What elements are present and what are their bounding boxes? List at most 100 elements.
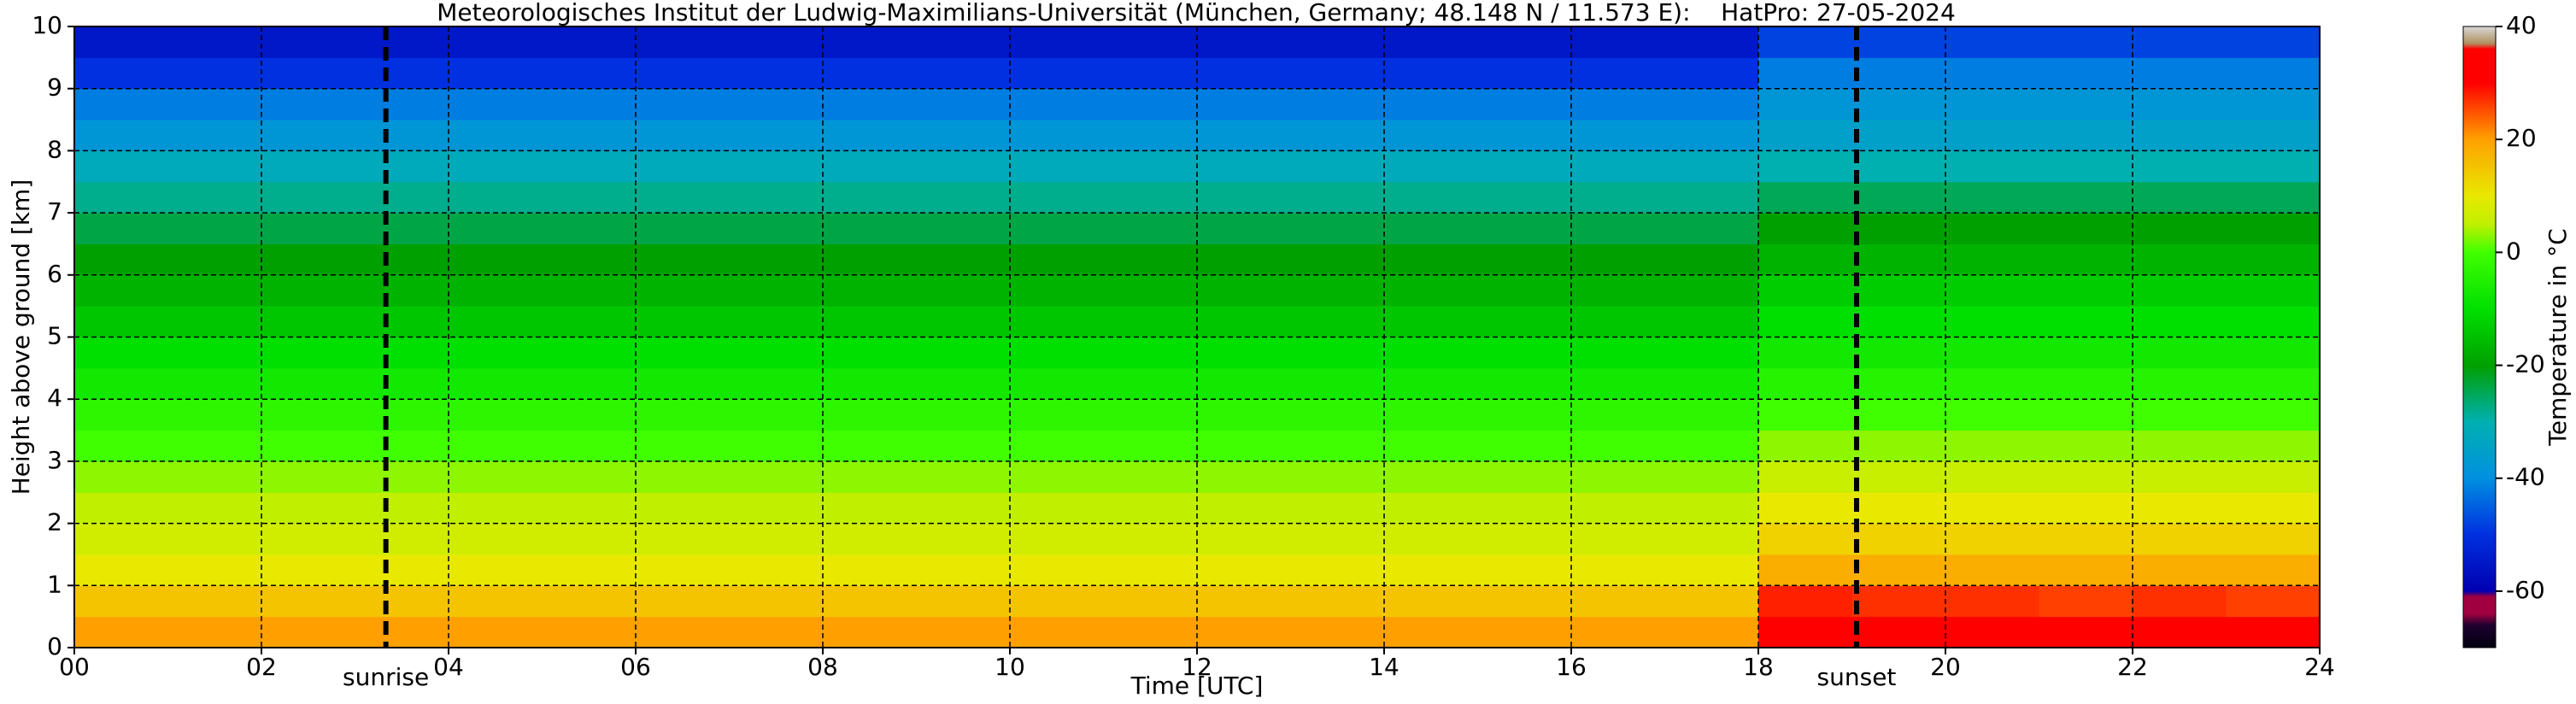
heat-cell xyxy=(1571,274,1665,307)
heat-cell xyxy=(2039,367,2133,400)
heat-cell xyxy=(1290,492,1385,525)
heat-cell xyxy=(1477,57,1572,90)
heat-cell xyxy=(1197,430,1291,462)
heat-cell xyxy=(167,181,262,214)
heat-cell xyxy=(1851,88,1946,120)
heat-cell xyxy=(74,213,168,244)
heat-cell xyxy=(167,616,262,648)
x-tick-label: 12 xyxy=(1182,653,1212,681)
heat-cell xyxy=(1197,306,1291,337)
heat-cell xyxy=(823,213,917,244)
colorbar-tick-label: 0 xyxy=(2506,237,2521,265)
heat-cell xyxy=(261,523,355,555)
heat-cell xyxy=(1010,492,1104,525)
heat-cell xyxy=(1477,243,1572,276)
heat-cell xyxy=(2039,274,2133,307)
heat-cell xyxy=(167,150,262,183)
heat-cell xyxy=(355,461,449,493)
heat-cell xyxy=(2039,523,2133,555)
heat-cell xyxy=(1477,367,1572,400)
heat-cell xyxy=(916,616,1011,648)
heat-cell xyxy=(261,243,355,276)
y-tick-label: 9 xyxy=(47,73,62,102)
heat-cell xyxy=(261,57,355,90)
heat-cell xyxy=(1664,399,1759,431)
heat-cell xyxy=(74,585,168,618)
heat-cell xyxy=(636,337,730,369)
heat-cell xyxy=(2133,461,2227,493)
heat-cell xyxy=(261,399,355,431)
heat-cell xyxy=(2226,306,2321,337)
heat-cell xyxy=(1945,57,2039,90)
heat-cell xyxy=(1197,243,1291,276)
heat-cell xyxy=(542,120,637,151)
heat-cell xyxy=(1851,181,1946,214)
heat-cell xyxy=(542,399,637,431)
heat-cell xyxy=(636,585,730,618)
heat-cell xyxy=(1477,585,1572,618)
heat-cell xyxy=(167,554,262,586)
heat-cell xyxy=(2039,26,2133,58)
y-tick-label: 8 xyxy=(47,135,62,163)
heat-cell xyxy=(2039,461,2133,493)
heat-cell xyxy=(1290,616,1385,648)
heat-cell xyxy=(1758,337,1852,369)
heat-cell xyxy=(1664,523,1759,555)
heat-cell xyxy=(542,88,637,120)
x-tick-label: 16 xyxy=(1556,653,1587,681)
heat-cell xyxy=(355,120,449,151)
heat-cell xyxy=(1103,120,1198,151)
heat-cell xyxy=(542,26,637,58)
heat-cell xyxy=(2226,399,2321,431)
heat-cell xyxy=(1758,243,1852,276)
heat-cell xyxy=(1851,616,1946,648)
heat-cell xyxy=(1010,523,1104,555)
heat-cell xyxy=(1664,430,1759,462)
heat-cell xyxy=(1197,367,1291,400)
heat-cell xyxy=(1851,430,1946,462)
heat-cell xyxy=(449,181,543,214)
heat-cell xyxy=(1851,243,1946,276)
heat-cell xyxy=(261,461,355,493)
heat-cell xyxy=(2133,616,2227,648)
heat-cell xyxy=(1945,26,2039,58)
heat-cell xyxy=(261,88,355,120)
heat-cell xyxy=(1384,88,1478,120)
heat-cell xyxy=(2039,616,2133,648)
heat-cell xyxy=(1103,337,1198,369)
heat-cell xyxy=(542,243,637,276)
heat-cell xyxy=(542,430,637,462)
heat-cell xyxy=(1197,492,1291,525)
heat-cell xyxy=(1290,461,1385,493)
heat-cell xyxy=(2133,523,2227,555)
heat-cell xyxy=(2133,243,2227,276)
heat-cell xyxy=(2226,585,2321,618)
heat-cell xyxy=(729,554,824,586)
heat-cell xyxy=(1664,213,1759,244)
heat-cell xyxy=(74,274,168,307)
heat-cell xyxy=(1384,461,1478,493)
heat-cell xyxy=(916,399,1011,431)
heat-cell xyxy=(1290,585,1385,618)
heat-cell xyxy=(1851,461,1946,493)
heat-cell xyxy=(1010,367,1104,400)
heat-cell xyxy=(2039,150,2133,183)
heat-cell xyxy=(729,57,824,90)
heat-cell xyxy=(823,88,917,120)
heat-cell xyxy=(355,57,449,90)
heat-cell xyxy=(74,337,168,369)
heat-cell xyxy=(729,367,824,400)
heat-cell xyxy=(2039,306,2133,337)
heat-cell xyxy=(1945,337,2039,369)
heat-cell xyxy=(449,57,543,90)
y-tick-label: 7 xyxy=(47,197,62,226)
heat-cell xyxy=(167,306,262,337)
heat-cell xyxy=(1010,616,1104,648)
heat-cell xyxy=(1010,243,1104,276)
heat-cell xyxy=(1103,461,1198,493)
heat-cell xyxy=(261,554,355,586)
heat-cell xyxy=(823,492,917,525)
heat-cell xyxy=(355,585,449,618)
heat-cell xyxy=(1103,523,1198,555)
heat-cell xyxy=(1945,367,2039,400)
